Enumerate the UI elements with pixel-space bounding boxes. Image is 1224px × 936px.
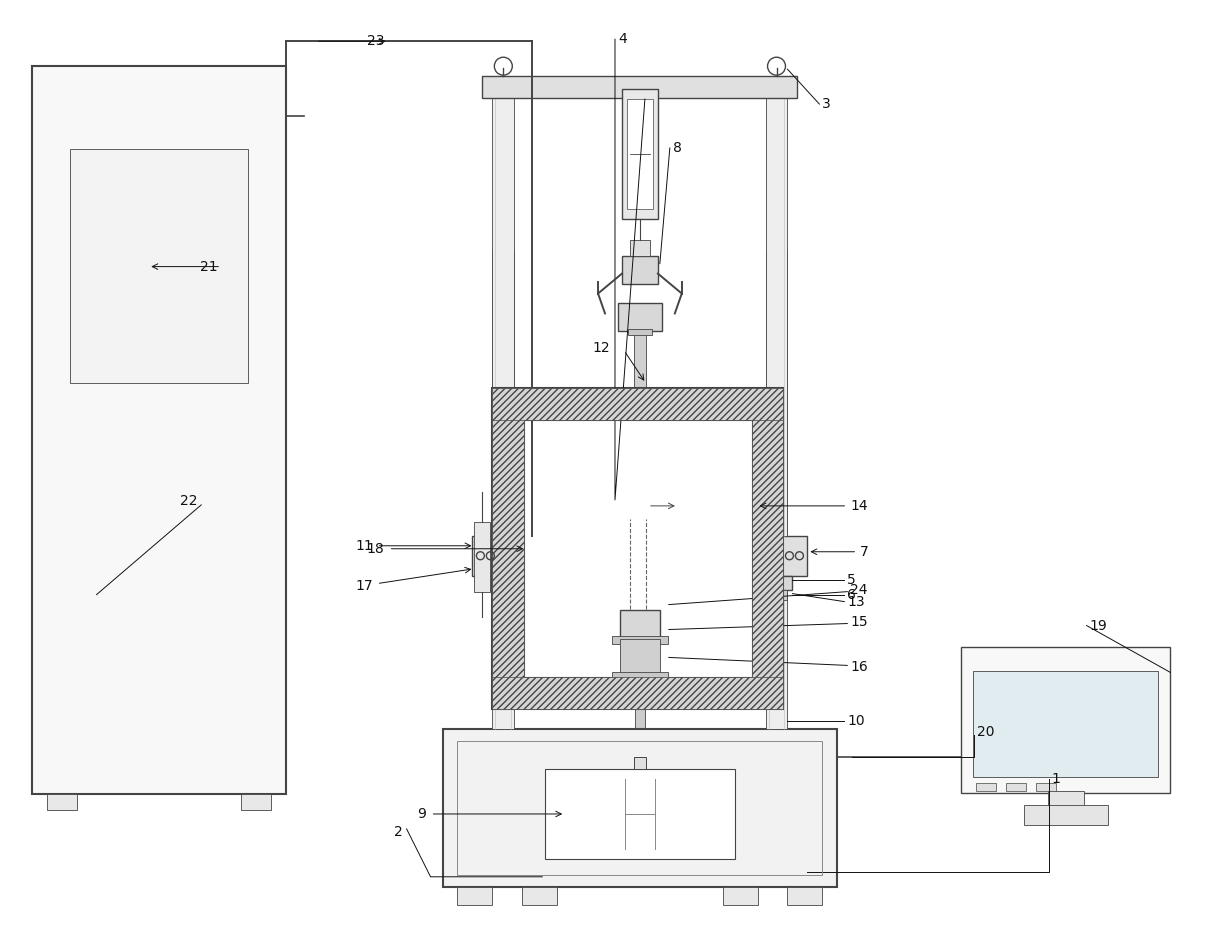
Text: 2: 2 [394,825,403,839]
Text: 14: 14 [851,499,868,513]
Bar [722,886,758,905]
Bar [634,331,646,576]
Bar [492,590,787,600]
Bar [545,769,734,859]
Text: 21: 21 [200,259,217,273]
Text: 15: 15 [851,615,868,629]
Text: 6: 6 [847,588,856,602]
Text: 13: 13 [847,594,865,608]
Bar [765,89,787,535]
Bar [472,535,808,576]
Bar [622,89,657,219]
Bar [492,388,783,420]
Text: 10: 10 [847,714,865,728]
Bar [612,672,668,682]
Bar [443,729,837,886]
Bar [32,66,286,794]
Bar [635,704,645,729]
Bar [458,886,492,905]
Text: 4: 4 [618,32,627,46]
Text: 3: 3 [823,97,831,111]
Bar [635,388,645,600]
Bar [634,757,646,769]
Text: 8: 8 [673,141,682,155]
Text: 22: 22 [180,494,197,508]
Text: 18: 18 [367,542,384,556]
Text: 24: 24 [851,582,868,596]
Bar [241,794,271,810]
Bar [47,794,77,810]
Bar [765,251,787,729]
Text: 16: 16 [851,661,868,675]
Bar [1036,783,1055,791]
Text: 11: 11 [355,539,373,553]
Bar [973,671,1158,777]
Bar [621,609,660,639]
Bar [523,886,557,905]
Text: 9: 9 [416,807,426,821]
Bar [492,388,524,709]
Text: 12: 12 [592,342,610,356]
Bar [961,648,1170,793]
Text: 1: 1 [1051,772,1060,786]
Bar [1048,791,1083,807]
Bar [618,303,662,331]
Text: 19: 19 [1089,619,1108,633]
Bar [1006,783,1026,791]
Text: 7: 7 [860,545,869,559]
Bar [458,741,823,875]
Bar [487,576,792,590]
Bar [621,639,660,674]
Text: 17: 17 [355,578,373,592]
Bar [612,636,668,645]
Bar [492,251,514,729]
Bar [492,388,783,709]
Bar [482,76,798,98]
Bar [492,89,514,535]
Bar [524,420,752,678]
Bar [752,388,783,709]
Bar [70,149,248,383]
Bar [630,240,650,256]
Bar [612,701,668,709]
Text: 5: 5 [847,573,856,587]
Bar [1023,805,1108,825]
Bar [976,783,996,791]
Bar [787,886,823,905]
Bar [621,680,660,704]
Bar [492,678,783,709]
Bar [622,256,657,284]
Bar [627,99,652,209]
Bar [475,522,491,592]
Text: 20: 20 [977,725,994,739]
Bar [628,329,652,335]
Text: 23: 23 [367,35,384,49]
